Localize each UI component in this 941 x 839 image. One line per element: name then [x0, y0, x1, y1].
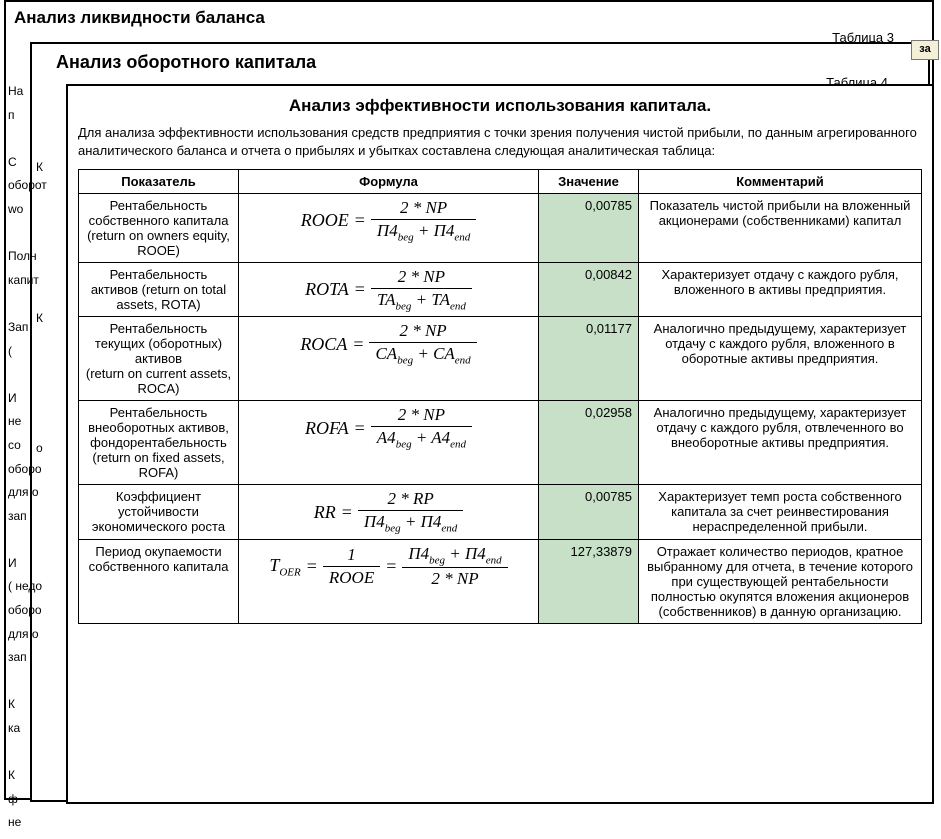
cell-comment: Отражает количество периодов, кратное вы… [639, 539, 922, 623]
cell-comment: Показатель чистой прибыли на вложенный а… [639, 194, 922, 263]
za-tab[interactable]: за [911, 40, 939, 60]
cell-formula: ROOE=2 * NPП4beg + П4end [239, 194, 539, 263]
win2-title: Анализ оборотного капитала [56, 52, 918, 73]
window-capital-efficiency: Анализ эффективности использования капит… [66, 84, 934, 804]
table-row: Коэффициент устойчивости экономического … [79, 485, 922, 539]
cell-formula: TOER=1ROOE=П4beg + П4end2 * NP [239, 539, 539, 623]
win3-title: Анализ эффективности использования капит… [78, 96, 922, 116]
cell-comment: Характеризует темп роста собственного ка… [639, 485, 922, 539]
cell-value: 0,00842 [539, 263, 639, 317]
cell-value: 0,01177 [539, 317, 639, 401]
cell-formula: ROTA=2 * NPTAbeg + TAend [239, 263, 539, 317]
cell-value: 0,00785 [539, 194, 639, 263]
cell-value: 127,33879 [539, 539, 639, 623]
cell-indicator: Рентабельность собственного капитала (re… [79, 194, 239, 263]
table-body: Рентабельность собственного капитала (re… [79, 194, 922, 624]
cell-indicator: Период окупаемости собственного капитала [79, 539, 239, 623]
table-row: Рентабельность активов (return on total … [79, 263, 922, 317]
hdr-formula: Формула [239, 170, 539, 194]
cell-formula: ROCA=2 * NPCAbeg + CAend [239, 317, 539, 401]
cell-indicator: Рентабельность текущих (оборотных) актив… [79, 317, 239, 401]
win3-description: Для анализа эффективности использования … [78, 124, 922, 159]
table-row: Рентабельность внеоборотных активов, фон… [79, 401, 922, 485]
table-header-row: Показатель Формула Значение Комментарий [79, 170, 922, 194]
cell-value: 0,00785 [539, 485, 639, 539]
win1-title: Анализ ликвидности баланса [14, 8, 924, 28]
hdr-value: Значение [539, 170, 639, 194]
cell-indicator: Рентабельность активов (return on total … [79, 263, 239, 317]
cell-value: 0,02958 [539, 401, 639, 485]
table-row: Рентабельность текущих (оборотных) актив… [79, 317, 922, 401]
hdr-indicator: Показатель [79, 170, 239, 194]
cell-comment: Аналогично предыдущему, характеризует от… [639, 401, 922, 485]
cell-comment: Аналогично предыдущему, характеризует от… [639, 317, 922, 401]
hdr-comment: Комментарий [639, 170, 922, 194]
cell-formula: ROFA=2 * NPA4beg + A4end [239, 401, 539, 485]
table-row: Период окупаемости собственного капитала… [79, 539, 922, 623]
cell-formula: RR=2 * RPП4beg + П4end [239, 485, 539, 539]
cell-comment: Характеризует отдачу с каждого рубля, вл… [639, 263, 922, 317]
cell-indicator: Рентабельность внеоборотных активов, фон… [79, 401, 239, 485]
table-row: Рентабельность собственного капитала (re… [79, 194, 922, 263]
efficiency-table: Показатель Формула Значение Комментарий … [78, 169, 922, 624]
cell-indicator: Коэффициент устойчивости экономического … [79, 485, 239, 539]
